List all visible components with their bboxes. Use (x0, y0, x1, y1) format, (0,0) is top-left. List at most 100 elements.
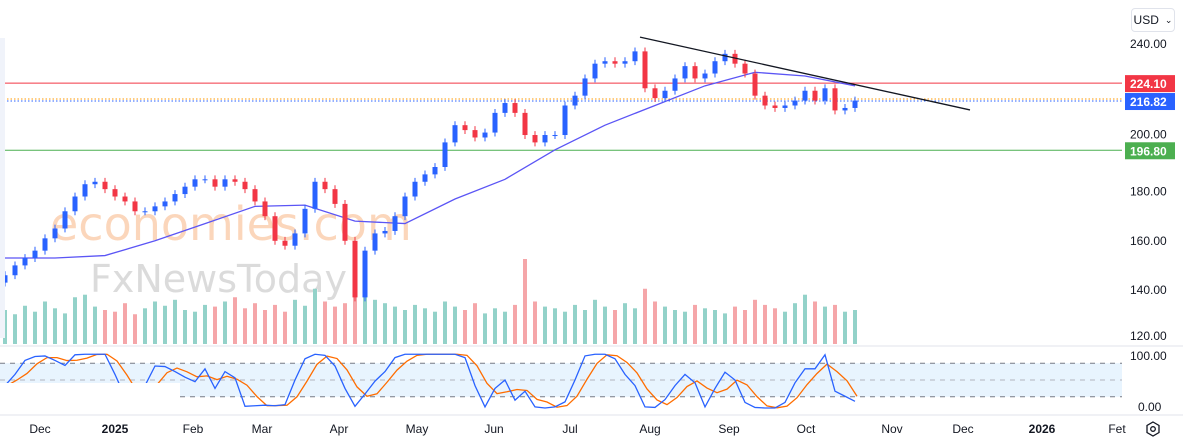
volume-bar (473, 303, 477, 344)
candle (112, 185, 118, 201)
candle-body (582, 78, 588, 96)
settings-icon[interactable] (1145, 421, 1161, 437)
time-tick: Sep (718, 422, 740, 436)
candle (782, 101, 788, 112)
volume-bar (53, 308, 57, 344)
watermark: economies.com FxNewsToday (50, 197, 412, 301)
candle (292, 229, 298, 250)
stoch-tick-100: 100.00 (1130, 349, 1167, 363)
volume-bar (483, 313, 487, 344)
candle-body (472, 130, 478, 138)
candle-body (592, 63, 598, 79)
stoch-tick-0: 0.00 (1138, 400, 1162, 414)
volume-bar (193, 311, 197, 344)
candle (752, 69, 758, 100)
candle-body (272, 216, 278, 241)
volume-bar (713, 310, 717, 344)
candle-body (62, 211, 68, 229)
candle (722, 49, 728, 66)
candle (492, 108, 498, 137)
candle (72, 192, 78, 216)
time-tick: Jul (562, 422, 577, 436)
sma-50-line (5, 71, 856, 259)
candle (842, 104, 848, 115)
candle (302, 204, 308, 238)
candle (52, 224, 58, 243)
candle (42, 234, 48, 255)
time-tick: Oct (797, 422, 816, 436)
candle-body (762, 95, 768, 106)
volume-bar (43, 301, 47, 344)
volume-bar (683, 311, 687, 344)
candle-body (182, 186, 188, 195)
price-tick: 240.00 (1130, 37, 1167, 51)
candle-body (532, 135, 538, 143)
candle-body (342, 203, 348, 241)
candle-body (242, 181, 248, 190)
volume-bar (783, 311, 787, 344)
volume-bar (603, 306, 607, 344)
candle-body (832, 88, 838, 111)
time-tick: Dec (29, 422, 50, 436)
candle (532, 131, 538, 147)
volume-bar (123, 303, 127, 344)
volume-bar (363, 293, 367, 344)
volume-bar (563, 311, 567, 344)
volume-bar (313, 288, 317, 344)
candle-body (262, 201, 268, 217)
candle-body (142, 211, 148, 213)
candle (452, 121, 458, 147)
currency-selector[interactable]: USD ⌄ (1131, 8, 1175, 32)
candle-body (332, 189, 338, 204)
volume-bar (773, 308, 777, 344)
candle-body (312, 181, 318, 209)
candle (502, 99, 508, 117)
candle-body (732, 53, 738, 64)
volume-bar (793, 303, 797, 344)
candle-body (222, 179, 228, 187)
candle-body (412, 181, 418, 197)
candle (472, 126, 478, 142)
volume-bar (143, 308, 147, 344)
candle (482, 128, 488, 142)
candle-body (282, 240, 288, 246)
candle (832, 84, 838, 115)
candle (122, 192, 128, 206)
volume-bar (243, 308, 247, 344)
volume-bar (703, 308, 707, 344)
volume-bar (23, 305, 27, 344)
time-tick: Aug (639, 422, 660, 436)
candle-body (852, 100, 858, 108)
candle-body (812, 90, 818, 101)
candle (612, 57, 618, 68)
candle-body (52, 228, 58, 239)
candle-body (212, 179, 218, 187)
candle (412, 177, 418, 201)
volume-bar (223, 301, 227, 344)
candle-body (622, 61, 628, 64)
candle (12, 261, 18, 280)
time-tick: 2025 (102, 422, 129, 436)
candle-body (752, 73, 758, 96)
candle (172, 190, 178, 206)
candle-body (822, 88, 828, 101)
candle-body (82, 184, 88, 197)
candle (682, 62, 688, 83)
candle-body (382, 230, 388, 234)
time-tick: Nov (881, 422, 902, 436)
candle-body (702, 73, 708, 79)
last-price-price-label (1125, 93, 1175, 111)
candle-body (642, 51, 648, 89)
candle (762, 91, 768, 110)
candle-body (772, 105, 778, 108)
volume-bar (113, 311, 117, 344)
volume-bar (453, 306, 457, 344)
candle-body (562, 105, 568, 136)
candle (442, 138, 448, 171)
candle-body (122, 196, 128, 202)
candle (232, 175, 238, 186)
volume-bar (103, 310, 107, 344)
volume-bar (173, 299, 177, 344)
candle-body (402, 196, 408, 217)
